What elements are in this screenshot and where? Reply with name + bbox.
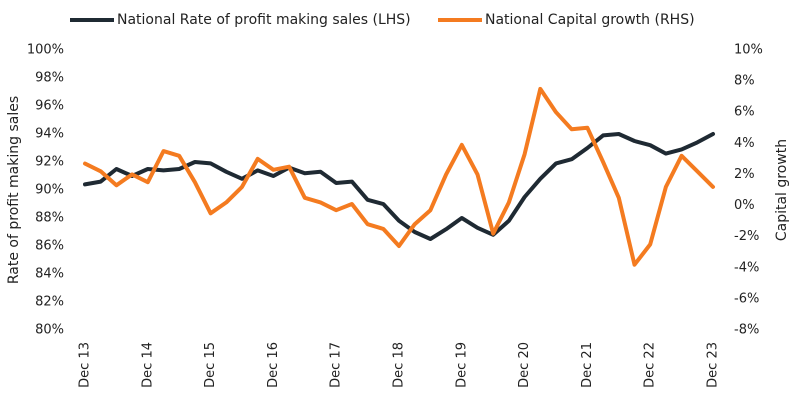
y-tick-label: 98% xyxy=(35,71,64,86)
y2-tick-label: 10% xyxy=(734,43,763,58)
x-tick-label: Dec 16 xyxy=(266,342,281,388)
x-tick-label: Dec 14 xyxy=(140,342,155,388)
y-tick-label: 82% xyxy=(35,295,64,310)
y2-tick-label: -6% xyxy=(734,291,759,306)
series-line xyxy=(83,132,715,241)
y2-tick-label: -2% xyxy=(734,229,759,244)
x-tick-label: Dec 18 xyxy=(392,342,407,388)
y-tick-label: 88% xyxy=(35,211,64,226)
x-tick-label: Dec 22 xyxy=(643,342,658,388)
series-line xyxy=(83,86,715,267)
y2-tick-label: 8% xyxy=(734,74,755,89)
legend-label: National Capital growth (RHS) xyxy=(485,12,695,28)
y2-tick-label: 0% xyxy=(734,198,755,213)
y2-axis-label: Capital growth xyxy=(774,139,790,241)
y-axis-label: Rate of profit making sales xyxy=(6,96,22,284)
x-tick-label: Dec 21 xyxy=(580,342,595,388)
x-tick-label: Dec 15 xyxy=(203,342,218,388)
y-tick-label: 86% xyxy=(35,239,64,254)
y-tick-label: 100% xyxy=(27,43,64,58)
x-tick-label: Dec 23 xyxy=(706,342,721,388)
y-tick-label: 80% xyxy=(35,323,64,338)
y2-tick-label: 2% xyxy=(734,167,755,182)
x-tick-label: Dec 19 xyxy=(454,342,469,388)
y-tick-label: 84% xyxy=(35,267,64,282)
y-tick-label: 92% xyxy=(35,155,64,170)
y-tick-label: 90% xyxy=(35,183,64,198)
y2-tick-label: -4% xyxy=(734,260,759,275)
y2-tick-label: 4% xyxy=(734,136,755,151)
x-tick-label: Dec 20 xyxy=(517,342,532,388)
x-tick-label: Dec 17 xyxy=(329,342,344,388)
y2-tick-label: -8% xyxy=(734,323,759,338)
x-tick-label: Dec 13 xyxy=(78,342,93,388)
y-tick-label: 96% xyxy=(35,99,64,114)
y-tick-label: 94% xyxy=(35,127,64,142)
y2-tick-label: 6% xyxy=(734,105,755,120)
legend-label: National Rate of profit making sales (LH… xyxy=(117,12,411,28)
